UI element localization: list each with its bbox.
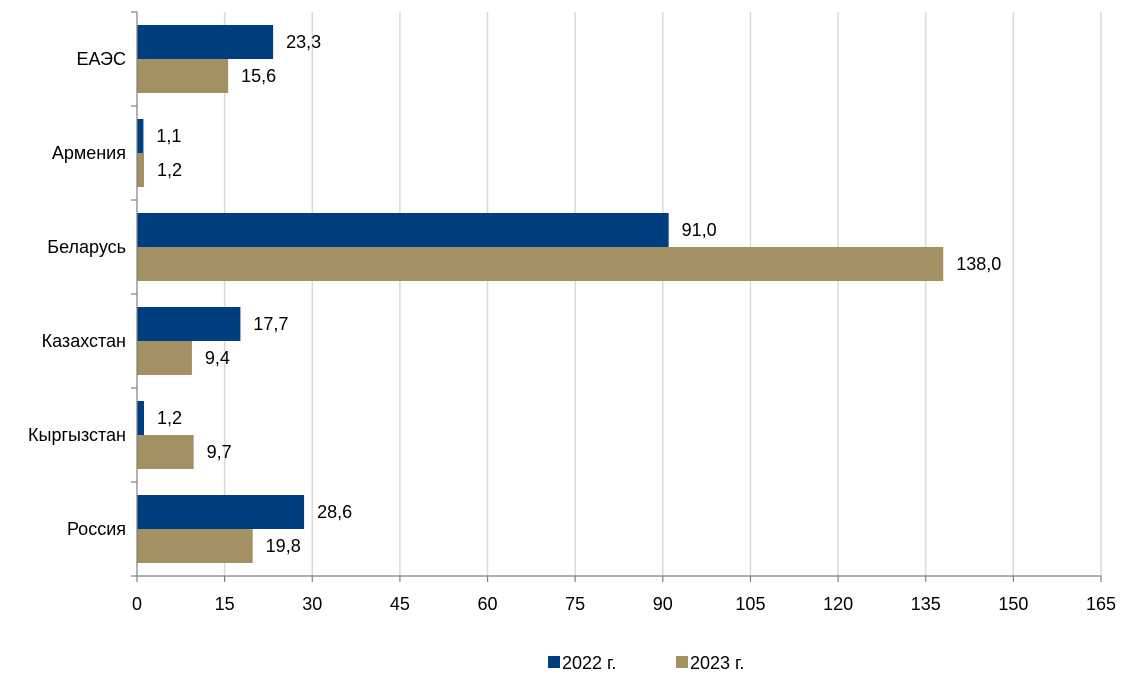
bar-series-2 bbox=[137, 247, 944, 281]
data-label: 1,2 bbox=[157, 160, 182, 180]
data-label: 23,3 bbox=[286, 32, 321, 52]
x-tick-label: 150 bbox=[998, 594, 1028, 614]
bars bbox=[137, 25, 944, 563]
category-label: Казахстан bbox=[42, 331, 126, 351]
category-label: Россия bbox=[67, 519, 126, 539]
legend-swatch bbox=[548, 656, 560, 668]
x-tick-label: 0 bbox=[132, 594, 142, 614]
x-tick-label: 105 bbox=[735, 594, 765, 614]
data-label: 1,1 bbox=[156, 126, 181, 146]
data-label: 15,6 bbox=[241, 66, 276, 86]
legend-swatch bbox=[676, 656, 688, 668]
bar-series-2 bbox=[137, 153, 145, 187]
x-tick-label: 120 bbox=[823, 594, 853, 614]
x-tick-label: 75 bbox=[565, 594, 585, 614]
category-label: Беларусь bbox=[47, 237, 126, 257]
data-label: 28,6 bbox=[317, 502, 352, 522]
axes bbox=[131, 11, 1102, 582]
x-tick-label: 60 bbox=[478, 594, 498, 614]
data-label: 1,2 bbox=[157, 408, 182, 428]
x-tick-label: 15 bbox=[215, 594, 235, 614]
data-label: 17,7 bbox=[253, 314, 288, 334]
bar-series-2 bbox=[137, 59, 229, 93]
category-label: Армения bbox=[52, 143, 126, 163]
x-tick-label: 165 bbox=[1086, 594, 1116, 614]
data-label: 9,4 bbox=[205, 348, 230, 368]
bar-series-1 bbox=[137, 307, 241, 341]
data-label: 91,0 bbox=[682, 220, 717, 240]
data-label: 138,0 bbox=[956, 254, 1001, 274]
x-tick-label: 135 bbox=[911, 594, 941, 614]
category-label: Кыргызстан bbox=[28, 425, 126, 445]
bar-series-2 bbox=[137, 435, 194, 469]
category-label: ЕАЭС bbox=[76, 49, 126, 69]
labels: 0 15 30 45 60 75 90 105 120 135 150 165 ЕАЭС 23,3 15,6… bbox=[28, 32, 1116, 614]
data-label: 9,7 bbox=[207, 442, 232, 462]
x-tick-label: 30 bbox=[302, 594, 322, 614]
data-label: 19,8 bbox=[266, 536, 301, 556]
legend: 2022 г. 2023 г. bbox=[548, 653, 744, 673]
x-tick-label: 90 bbox=[653, 594, 673, 614]
x-tick-label: 45 bbox=[390, 594, 410, 614]
legend-label: 2023 г. bbox=[690, 653, 744, 673]
bar-series-2 bbox=[137, 529, 253, 563]
bar-series-1 bbox=[137, 25, 274, 59]
grid-lines bbox=[223, 12, 1102, 576]
legend-label: 2022 г. bbox=[562, 653, 616, 673]
bar-series-1 bbox=[137, 401, 145, 435]
bar-series-1 bbox=[137, 119, 144, 153]
bar-series-2 bbox=[137, 341, 192, 375]
bar-series-1 bbox=[137, 213, 669, 247]
bar-series-1 bbox=[137, 495, 305, 529]
